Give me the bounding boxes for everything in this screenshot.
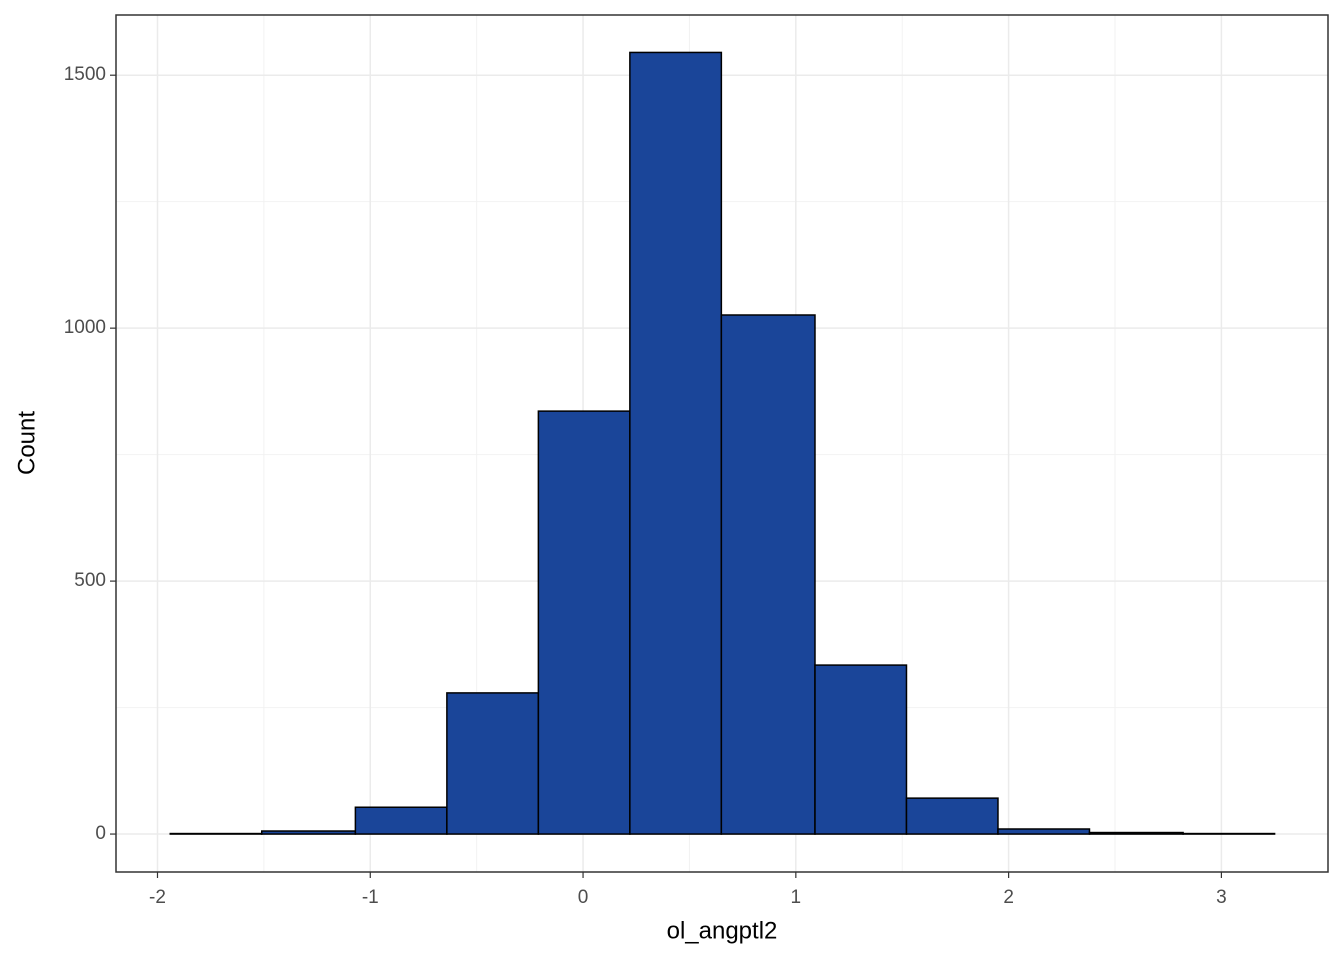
histogram-bar [997,828,1091,835]
histogram-bar [1182,832,1276,835]
x-tick-label: -1 [362,887,379,908]
x-tick-label: -2 [149,887,166,908]
histogram-bar [629,51,723,835]
y-tick-label: 1000 [64,317,106,338]
x-axis-title: ol_angptl2 [667,917,778,944]
y-axis-title: Count [13,411,40,475]
y-tick-label: 500 [74,570,106,591]
x-tick-label: 3 [1216,887,1227,908]
y-tick-label: 1500 [64,64,106,85]
plot-border [115,14,1329,873]
histogram-bar [905,797,999,835]
histogram-bar [446,692,540,835]
x-tick-label: 1 [791,887,802,908]
histogram-bar [354,806,448,835]
x-tick-label: 2 [1003,887,1014,908]
histogram-bar [720,314,816,835]
x-tick-label: 0 [578,887,589,908]
histogram-bar [169,832,263,835]
histogram-bar [537,410,631,835]
histogram-bar [1088,831,1184,835]
y-tick-label: 0 [95,823,106,844]
histogram-bar [261,830,357,835]
histogram-bar [814,664,908,835]
